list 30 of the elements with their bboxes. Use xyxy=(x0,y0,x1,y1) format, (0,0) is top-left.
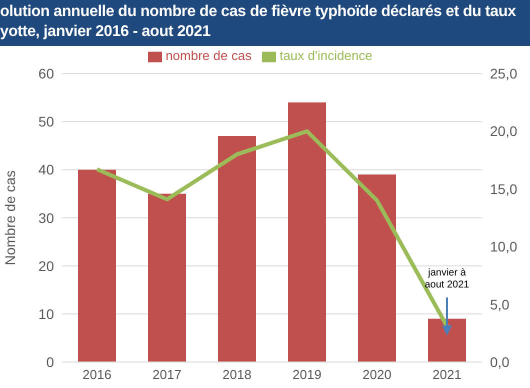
x-tick-label: 2016 xyxy=(82,367,112,382)
y2-tick-label: 15,0 xyxy=(490,180,518,197)
x-tick-label: 2020 xyxy=(362,367,392,382)
x-tick-label: 2018 xyxy=(222,367,252,382)
bar xyxy=(288,102,326,362)
annotation: janvier à aout 2021 xyxy=(424,267,470,290)
bar xyxy=(148,194,186,362)
bar xyxy=(428,318,466,362)
chart-title: olution annuelle du nombre de cas de fièvre typhoïde déclarés et du taux yotte, janvier 2016 - aout 2021 xyxy=(0,2,517,42)
x-tick-label: 2019 xyxy=(292,367,322,382)
y-tick-label: 20 xyxy=(38,258,54,274)
y2-tick-label: 10,0 xyxy=(490,238,518,255)
bar xyxy=(358,174,396,362)
y-tick-label: 10 xyxy=(38,306,54,322)
y-axis-title: Nombre de cas xyxy=(2,170,18,266)
legend-label: nombre de cas xyxy=(166,48,252,63)
x-tick-label: 2017 xyxy=(152,367,182,382)
legend-label: taux d'incidence xyxy=(280,48,372,63)
bar xyxy=(218,136,256,362)
y-tick-label: 60 xyxy=(38,66,54,82)
y2-tick-label: 25,0 xyxy=(490,66,518,82)
y-tick-label: 40 xyxy=(38,162,54,178)
y-tick-label: 50 xyxy=(38,114,54,130)
x-tick-label: 2021 xyxy=(432,367,462,382)
bar xyxy=(78,170,116,362)
y-tick-label: 0 xyxy=(46,354,54,370)
y2-tick-label: 0,0 xyxy=(490,354,510,370)
y-tick-label: 30 xyxy=(38,210,54,226)
y2-tick-label: 20,0 xyxy=(490,123,518,140)
y2-tick-label: 5,0 xyxy=(490,296,510,312)
